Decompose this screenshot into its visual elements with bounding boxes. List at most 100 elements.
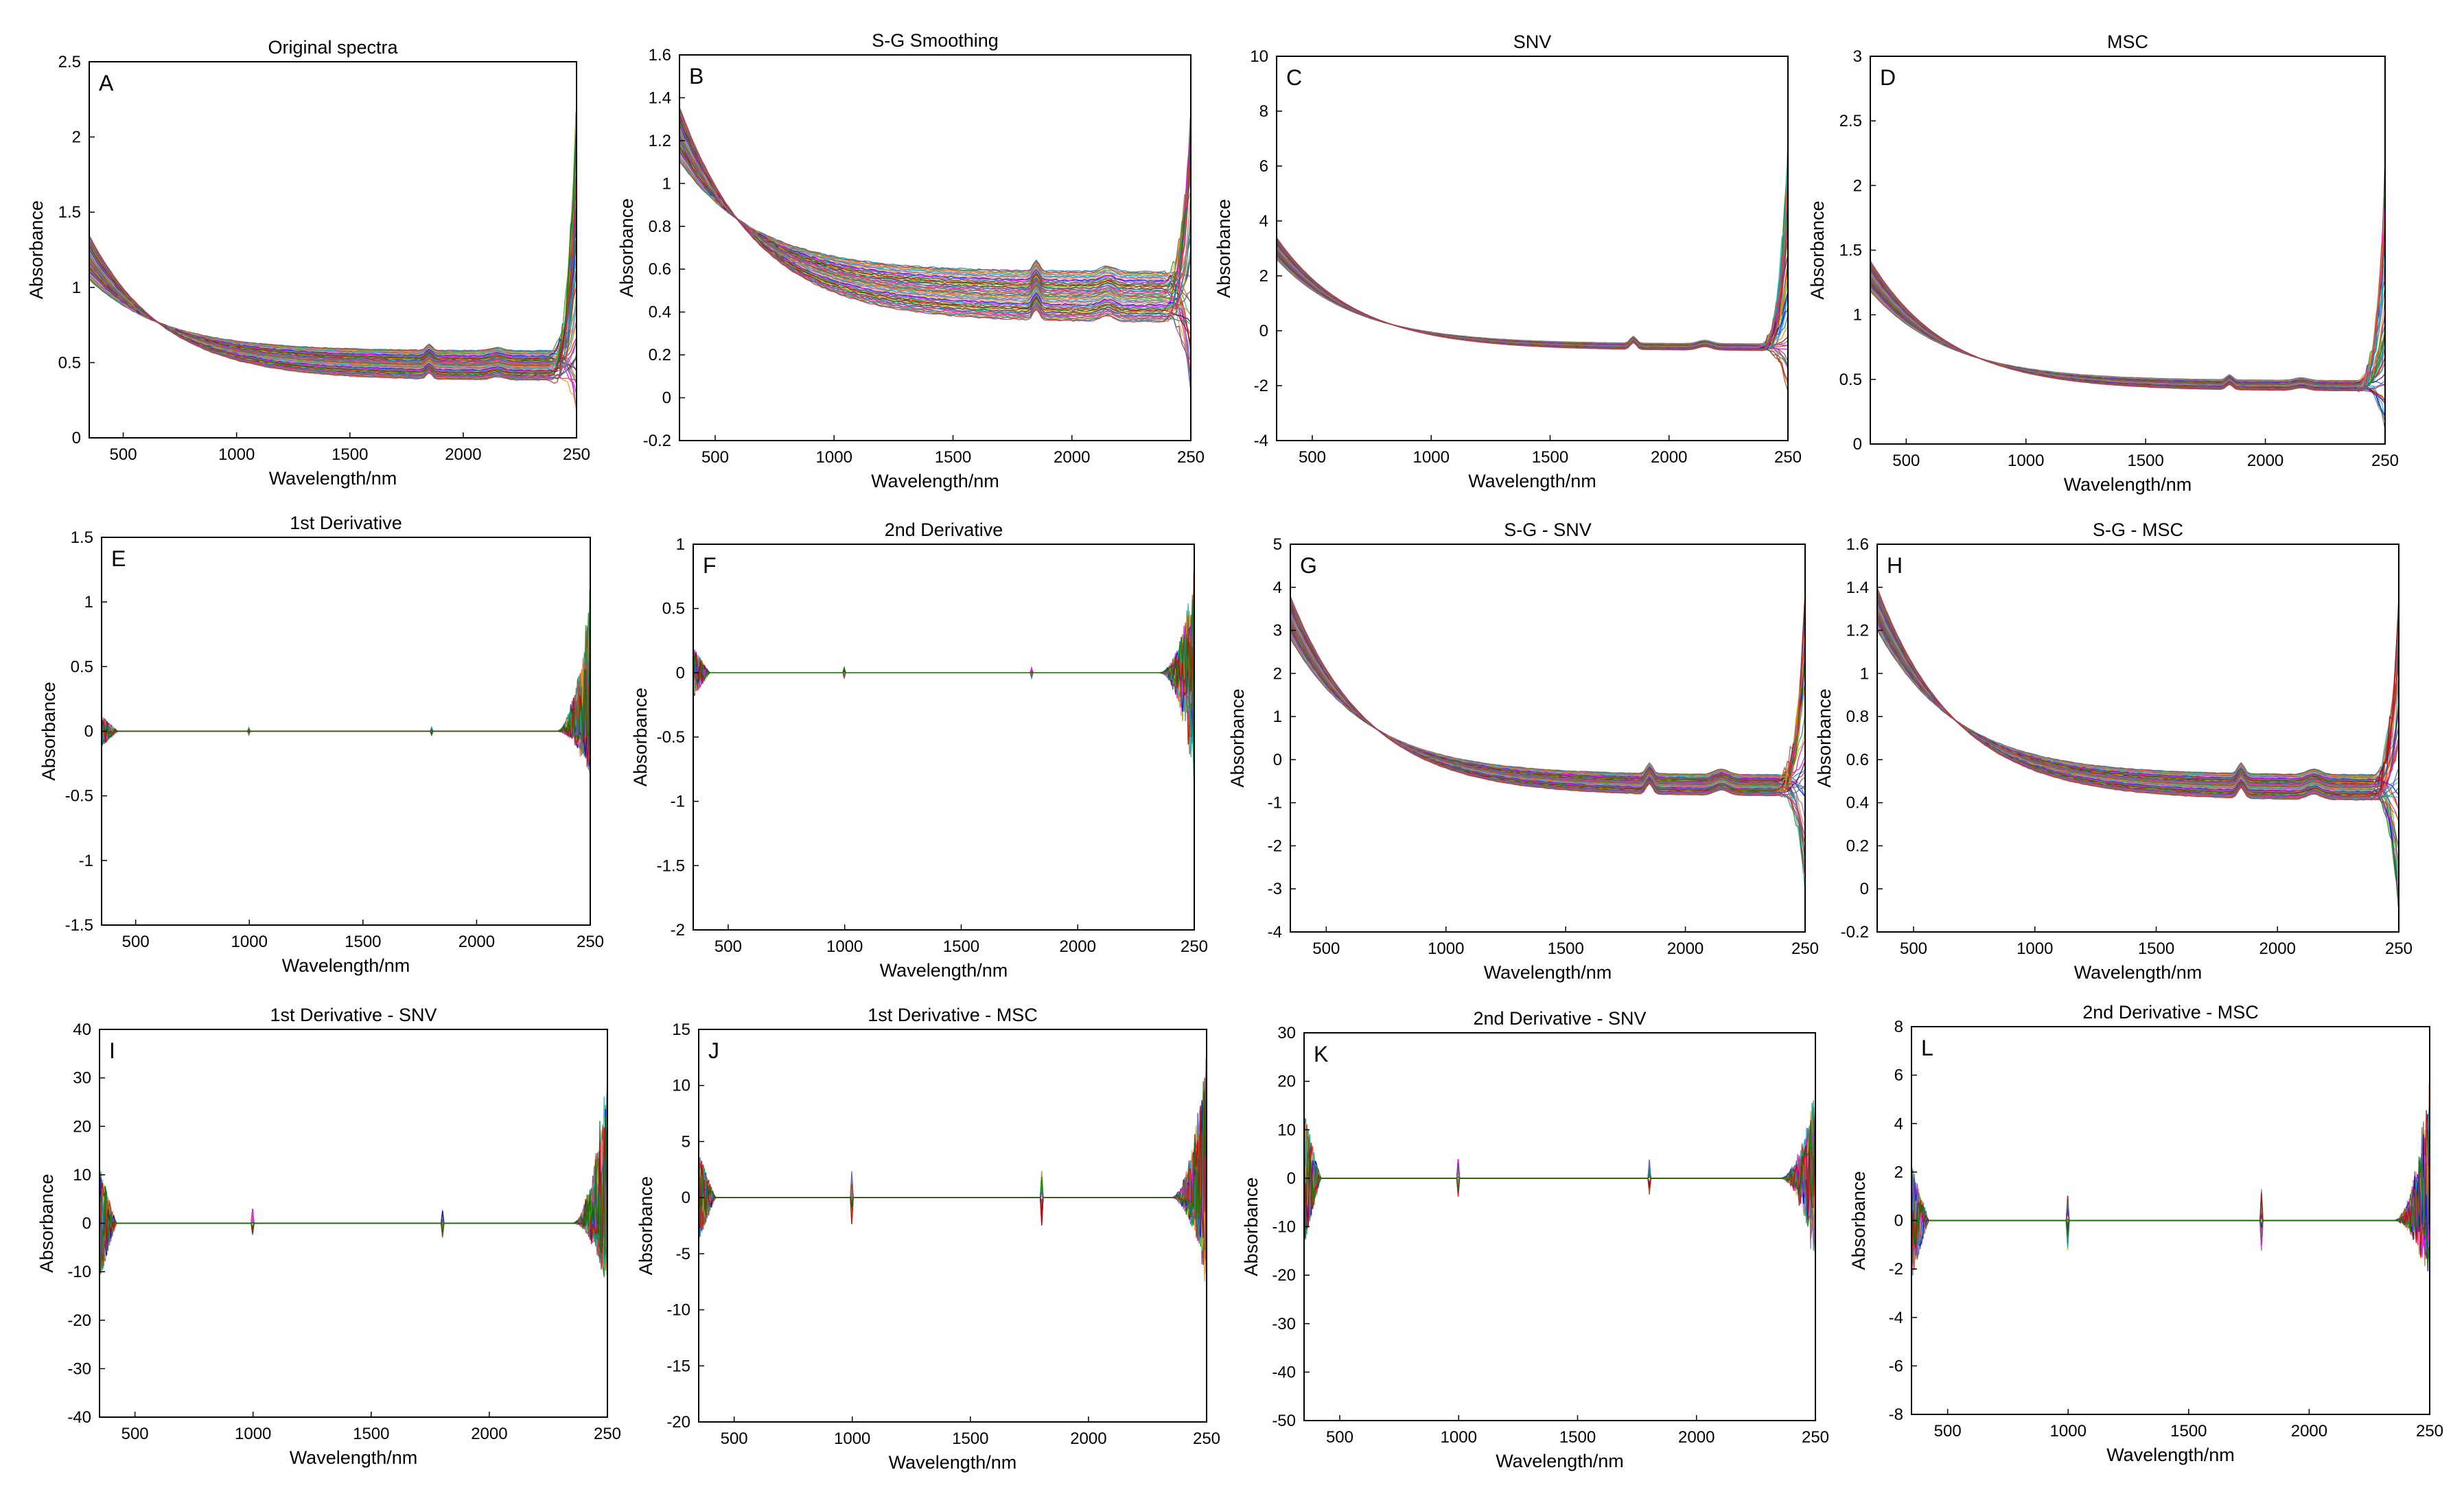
series-line xyxy=(1877,627,2399,778)
series-line xyxy=(1877,622,2399,795)
series-line xyxy=(1277,248,1788,348)
series-line xyxy=(100,1167,607,1261)
series-line xyxy=(1911,1114,2430,1272)
y-tick-label: 8 xyxy=(1894,1018,1903,1036)
y-tick-label: 1.4 xyxy=(649,89,671,107)
series-line xyxy=(1877,610,2399,788)
series-line xyxy=(1870,196,2385,388)
series-line xyxy=(1877,609,2399,788)
y-axis-label: Absorbance xyxy=(1227,688,1248,787)
series-line xyxy=(1277,186,1788,347)
series-line xyxy=(1304,1118,1815,1206)
series-line xyxy=(100,1097,607,1272)
series-line xyxy=(1290,611,1805,790)
series-line xyxy=(1304,1136,1815,1250)
series-line xyxy=(1290,636,1805,778)
series-line xyxy=(1911,1178,2430,1256)
series-line xyxy=(693,614,1194,696)
series-line xyxy=(1290,632,1805,791)
series-line xyxy=(1290,597,1805,796)
series-line xyxy=(102,590,590,740)
series-line xyxy=(89,273,577,356)
series-line xyxy=(102,656,590,762)
series-line xyxy=(1870,224,2385,392)
chart-title: 1st Derivative - SNV xyxy=(270,1005,437,1025)
x-tick-label: 500 xyxy=(1312,939,1340,958)
plot-frame xyxy=(698,1029,1207,1423)
series-line xyxy=(1290,612,1805,854)
series-line xyxy=(1304,1115,1815,1246)
series-line xyxy=(89,233,577,358)
series-line xyxy=(1304,1107,1815,1217)
series-line xyxy=(679,126,1191,373)
series-line xyxy=(1870,290,2385,382)
y-tick-label: -5 xyxy=(676,1245,690,1263)
x-axis-label: Wavelength/nm xyxy=(1468,471,1596,491)
series-line xyxy=(1290,629,1805,780)
series-line xyxy=(699,1112,1207,1251)
series-line xyxy=(89,203,577,354)
y-tick-label: 1.5 xyxy=(71,528,93,547)
series-line xyxy=(1304,1128,1815,1223)
series-line xyxy=(1277,189,1788,349)
series-line xyxy=(693,625,1194,734)
series-line xyxy=(693,625,1194,736)
series-line xyxy=(1277,242,1788,349)
series-line xyxy=(1290,616,1805,786)
series-line xyxy=(89,241,577,365)
y-tick-label: -3 xyxy=(1268,880,1282,898)
series-line xyxy=(100,1125,607,1261)
plot-frame xyxy=(1876,544,2399,933)
series-line xyxy=(1877,604,2399,791)
series-line xyxy=(699,1110,1207,1229)
y-tick-label: 6 xyxy=(1259,157,1268,176)
series-line xyxy=(1877,588,2399,801)
series-line xyxy=(1304,1129,1815,1237)
series-line xyxy=(1290,605,1805,792)
series-line xyxy=(1877,605,2399,790)
series-line xyxy=(699,1106,1207,1240)
x-tick-label: 250 xyxy=(563,445,590,464)
series-line xyxy=(1870,283,2385,384)
panel-d: 0 0.5 1 1.5 2 2.5 3 500 1000 1500 2000 250 D MSC Wavel… xyxy=(1807,32,2399,495)
series-line xyxy=(1877,587,2399,801)
series-line xyxy=(699,1130,1207,1232)
y-tick-label: 2 xyxy=(1853,176,1862,195)
y-tick-label: 0 xyxy=(72,429,81,447)
series-line xyxy=(1870,231,2385,385)
series-line xyxy=(693,611,1194,708)
series-line xyxy=(1911,1131,2430,1250)
x-tick-label: 500 xyxy=(121,1425,149,1443)
x-tick-label: 2000 xyxy=(1651,448,1687,467)
series-line xyxy=(693,616,1194,731)
series-line xyxy=(1877,615,2399,785)
series-line xyxy=(102,625,590,773)
series-line xyxy=(89,209,577,364)
series-line xyxy=(1870,169,2385,389)
series-line xyxy=(693,594,1194,755)
series-line xyxy=(1290,635,1805,826)
series-line xyxy=(1277,173,1788,350)
series-line xyxy=(1877,603,2399,793)
series-line xyxy=(1870,268,2385,389)
series-line xyxy=(699,1127,1207,1265)
series-line xyxy=(1877,608,2399,789)
series-group xyxy=(699,1056,1207,1282)
series-line xyxy=(1870,288,2385,415)
series-line xyxy=(693,638,1194,697)
y-tick-label: -20 xyxy=(666,1413,690,1432)
series-line xyxy=(1290,609,1805,790)
series-line xyxy=(1877,595,2399,797)
series-line xyxy=(1877,596,2399,795)
y-tick-label: -6 xyxy=(1889,1357,1903,1375)
series-line xyxy=(1277,243,1788,390)
series-line xyxy=(100,1181,607,1257)
panel-a: 0 0.5 1 1.5 2 2.5 500 1000 1500 2000 250 A Original … xyxy=(26,37,590,489)
y-tick-label: -10 xyxy=(1272,1218,1296,1237)
series-line xyxy=(679,124,1191,285)
series-line xyxy=(102,675,590,751)
series-group xyxy=(1911,1084,2430,1276)
y-tick-label: 0 xyxy=(676,664,685,682)
x-axis-label: Wavelength/nm xyxy=(889,1452,1017,1473)
